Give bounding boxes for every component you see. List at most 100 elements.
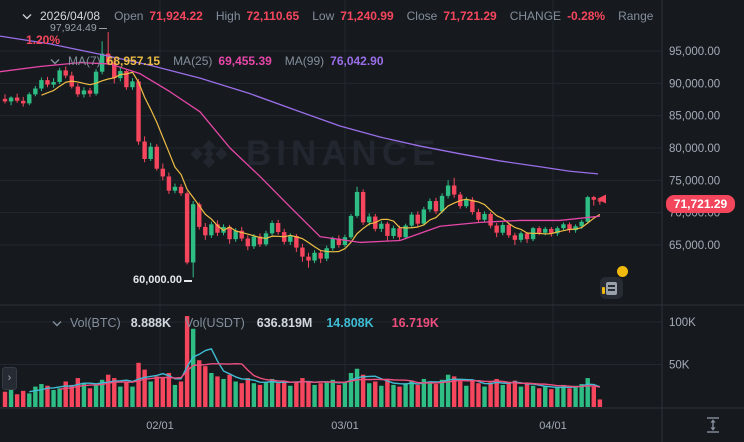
volume-bar[interactable] (348, 373, 354, 407)
volume-bar[interactable] (379, 385, 384, 407)
volume-bar[interactable] (178, 381, 184, 408)
candle-body[interactable] (348, 215, 354, 238)
volume-bar[interactable] (221, 378, 226, 407)
volume-bar[interactable] (2, 391, 8, 407)
volume-bar[interactable] (154, 376, 159, 407)
candle-body[interactable] (142, 141, 147, 159)
candle-body[interactable] (178, 186, 184, 194)
volume-bar[interactable] (99, 379, 105, 407)
volume-bar[interactable] (360, 374, 366, 407)
volume-bar[interactable] (93, 384, 99, 407)
candle-body[interactable] (39, 80, 44, 89)
candle-body[interactable] (482, 213, 487, 220)
candle-body[interactable] (421, 209, 427, 224)
candle-body[interactable] (124, 71, 129, 88)
candle-body[interactable] (433, 201, 439, 212)
candle-body[interactable] (342, 237, 348, 245)
candle-body[interactable] (275, 223, 281, 233)
news-feed-button[interactable] (600, 277, 623, 299)
candle-body[interactable] (445, 185, 451, 196)
volume-bar[interactable] (445, 374, 451, 407)
volume-bar[interactable] (561, 384, 566, 407)
y-axis-label[interactable]: 80,000.00 (669, 143, 720, 155)
candle-body[interactable] (190, 204, 196, 263)
volume-bar[interactable] (336, 384, 342, 407)
candle-body[interactable] (385, 223, 390, 236)
volume-bar[interactable] (39, 384, 44, 407)
candle-body[interactable] (33, 88, 38, 95)
volume-bar[interactable] (118, 386, 123, 407)
volume-bar[interactable] (172, 384, 178, 407)
volume-bar[interactable] (14, 394, 20, 407)
volume-bar[interactable] (257, 384, 263, 407)
volume-bar[interactable] (227, 374, 232, 407)
volume-axis-label[interactable]: 100K (669, 317, 696, 329)
y-axis-label[interactable]: 95,000.00 (669, 46, 720, 58)
volume-bar[interactable] (294, 381, 299, 408)
candle-body[interactable] (57, 70, 62, 83)
candle-body[interactable] (130, 81, 135, 88)
volume-bar[interactable] (597, 399, 603, 407)
candle-body[interactable] (585, 197, 590, 222)
volume-bar[interactable] (69, 384, 74, 407)
candle-body[interactable] (184, 193, 190, 263)
candle-body[interactable] (251, 236, 257, 247)
candle-body[interactable] (75, 86, 81, 95)
candle-body[interactable] (512, 235, 518, 240)
volume-bar[interactable] (373, 381, 378, 408)
candle-body[interactable] (209, 224, 214, 236)
volume-bar[interactable] (33, 386, 38, 407)
candle-body[interactable] (21, 100, 26, 104)
candle-body[interactable] (2, 98, 8, 102)
volume-bar[interactable] (312, 384, 317, 407)
y-axis-label[interactable]: 65,000.00 (669, 240, 720, 252)
volume-bar[interactable] (409, 380, 414, 407)
volume-bar[interactable] (142, 369, 147, 407)
candle-body[interactable] (312, 252, 317, 261)
volume-bar[interactable] (124, 381, 129, 408)
volume-bar[interactable] (324, 381, 329, 408)
volume-bar[interactable] (215, 376, 220, 407)
candle-body[interactable] (87, 90, 93, 94)
volume-bar[interactable] (415, 384, 420, 407)
volume-bar[interactable] (512, 380, 518, 407)
candle-body[interactable] (300, 247, 305, 257)
y-axis-label[interactable]: 90,000.00 (669, 78, 720, 90)
volume-bar[interactable] (81, 383, 87, 407)
candle-body[interactable] (154, 146, 159, 169)
candle-body[interactable] (476, 212, 481, 220)
volume-bar[interactable] (251, 383, 257, 407)
x-axis-label[interactable]: 02/01 (146, 420, 174, 432)
volume-bar[interactable] (530, 385, 536, 407)
volume-bar[interactable] (330, 379, 335, 407)
volume-bar[interactable] (524, 384, 530, 407)
volume-bar[interactable] (197, 360, 202, 407)
candle-body[interactable] (543, 228, 548, 233)
candle-body[interactable] (81, 90, 87, 95)
volume-bar[interactable] (488, 382, 493, 407)
candle-body[interactable] (518, 233, 524, 240)
candle-body[interactable] (136, 81, 141, 142)
volume-bar[interactable] (391, 384, 396, 407)
candle-body[interactable] (14, 97, 20, 101)
collapse-caret-icon[interactable] (22, 13, 32, 20)
candle-body[interactable] (579, 221, 584, 227)
candle-body[interactable] (360, 191, 366, 223)
x-axis-label[interactable]: 04/01 (539, 420, 567, 432)
candle-body[interactable] (391, 228, 396, 236)
candle-body[interactable] (451, 185, 457, 195)
volume-bar[interactable] (300, 378, 305, 407)
candle-body[interactable] (336, 238, 342, 245)
volume-bar[interactable] (63, 381, 68, 408)
volume-bar[interactable] (190, 328, 196, 407)
volume-bar[interactable] (45, 385, 50, 407)
candle-body[interactable] (233, 230, 238, 240)
volume-bar[interactable] (549, 389, 554, 407)
volume-bar[interactable] (203, 366, 208, 407)
candle-body[interactable] (506, 224, 512, 236)
candle-body[interactable] (536, 228, 542, 233)
candle-body[interactable] (464, 199, 469, 207)
candle-body[interactable] (245, 238, 250, 247)
volume-bar[interactable] (555, 387, 560, 407)
candle-body[interactable] (288, 235, 293, 242)
